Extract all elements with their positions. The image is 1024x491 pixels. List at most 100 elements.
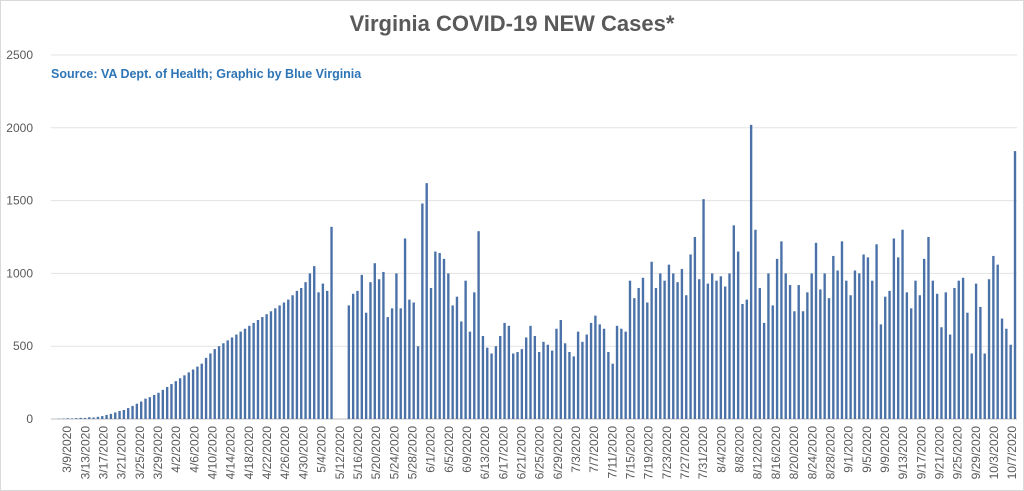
bar (165, 386, 169, 419)
bar (308, 273, 312, 419)
bar (542, 341, 545, 419)
bar (537, 352, 541, 419)
bar (460, 321, 463, 419)
bar (827, 298, 831, 419)
bar (853, 270, 857, 419)
bar (732, 225, 736, 419)
bar (360, 274, 363, 419)
bar (598, 324, 601, 419)
bar (403, 238, 407, 419)
bar (239, 331, 242, 419)
bar (326, 290, 329, 419)
bar (572, 356, 575, 419)
x-tick-label: 9/21/2020 (932, 426, 946, 480)
bar (749, 124, 753, 419)
bar (685, 295, 688, 419)
bar (412, 302, 415, 419)
bar (589, 322, 593, 419)
bar (377, 279, 381, 419)
x-tick-label: 5/4/2020 (315, 426, 329, 473)
x-tick-label: 5/20/2020 (369, 426, 383, 480)
bar (758, 287, 761, 419)
bar (706, 283, 710, 419)
bar (723, 286, 727, 419)
bar (736, 251, 740, 419)
bar (174, 381, 177, 419)
x-tick-label: 3/17/2020 (97, 426, 111, 480)
y-tick-label: 2000 (6, 121, 33, 135)
bar (715, 280, 718, 419)
bars (57, 124, 1017, 419)
bar (667, 264, 671, 419)
bar (70, 418, 74, 419)
x-tick-label: 6/1/2020 (424, 426, 438, 473)
bar (512, 353, 515, 419)
bar (369, 282, 372, 419)
x-tick-label: 4/6/2020 (187, 426, 201, 473)
x-tick-label: 3/25/2020 (133, 426, 147, 480)
x-tick-label: 5/16/2020 (351, 426, 365, 480)
x-tick-label: 9/1/2020 (842, 426, 856, 473)
bar (875, 244, 878, 419)
x-tick-label: 9/9/2020 (878, 426, 892, 473)
bar (140, 401, 143, 419)
bar (217, 346, 221, 419)
bar (871, 280, 874, 419)
bar (797, 285, 800, 419)
bar (780, 241, 783, 419)
x-tick-label: 4/10/2020 (206, 426, 220, 480)
bar (866, 257, 870, 419)
bar (719, 276, 723, 419)
bar (624, 331, 627, 419)
x-tick-label: 7/3/2020 (569, 426, 583, 473)
x-tick-label: 9/25/2020 (951, 426, 965, 480)
bar (607, 352, 610, 419)
bar (979, 306, 982, 419)
bar (499, 336, 502, 419)
bar (114, 412, 117, 419)
x-tick-label: 9/13/2020 (896, 426, 910, 480)
x-tick-label: 7/31/2020 (696, 426, 710, 480)
bar (101, 416, 104, 419)
bar (96, 416, 100, 419)
bar (83, 417, 87, 419)
y-tick-label: 1000 (6, 266, 33, 280)
bar (559, 319, 562, 419)
x-tick-label: 6/17/2020 (496, 426, 510, 480)
bar (1000, 318, 1004, 419)
bar (615, 325, 619, 419)
bar (555, 328, 558, 419)
bar (897, 257, 900, 419)
bar (200, 363, 203, 419)
bar (364, 312, 368, 419)
bar (650, 261, 653, 419)
bar (974, 283, 978, 419)
x-tick-label: 7/11/2020 (605, 426, 619, 479)
x-tick-label: 7/19/2020 (642, 426, 656, 480)
bar (321, 283, 325, 419)
bar (793, 311, 796, 419)
x-tick-label: 4/18/2020 (242, 426, 256, 480)
bar (888, 290, 891, 419)
bar (88, 417, 91, 419)
bar (481, 336, 485, 419)
bar (1009, 344, 1012, 419)
bar (503, 322, 506, 419)
x-tick-label: 8/24/2020 (805, 426, 819, 480)
bar (421, 203, 424, 419)
bar (261, 317, 264, 419)
bar (914, 280, 917, 419)
bar (507, 325, 511, 419)
bar (313, 266, 316, 419)
bar (122, 409, 126, 419)
bar (494, 346, 498, 419)
bar (836, 270, 839, 419)
bar (455, 296, 459, 419)
bar (806, 292, 809, 419)
bar (269, 311, 273, 419)
bar (663, 280, 666, 419)
bar (265, 314, 268, 419)
x-tick-label: 7/7/2020 (587, 426, 601, 473)
bar (252, 322, 255, 419)
